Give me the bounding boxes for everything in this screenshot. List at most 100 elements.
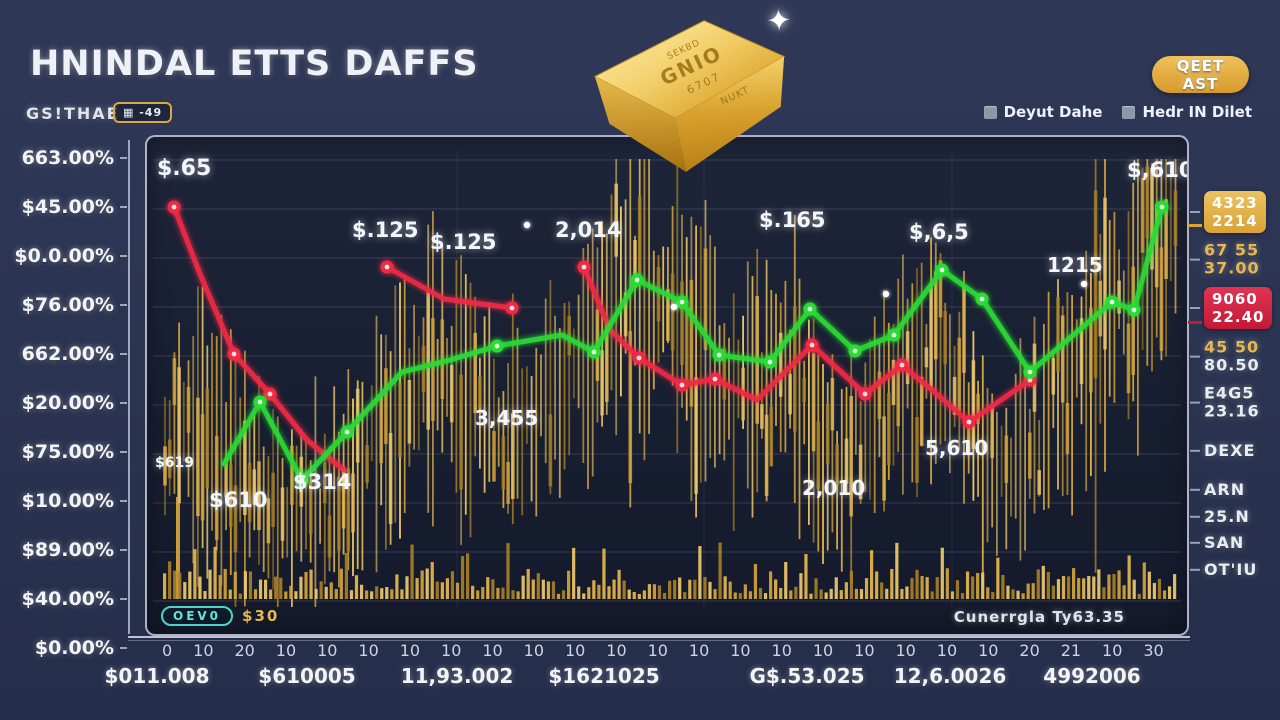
y-axis-tick [120,402,127,404]
price-rail-text: ARN [1204,479,1246,499]
x-axis-tick-label: 30 [1143,641,1164,660]
sparkle-icon [1080,280,1088,288]
volume-toggle-badge[interactable]: OEV0 $30 [161,606,279,626]
x-axis-tick-label: 10 [358,641,379,660]
chart-value-label: $.125 [352,218,418,242]
bottom-value-label: G$.53.025 [749,664,865,688]
x-axis-tick-label: 10 [854,641,875,660]
rail-tick [1190,515,1200,518]
y-axis-label: $76.00% [21,294,114,316]
price-rail-label: ARN [1190,479,1280,499]
page-title: HNINDAL ETTS DAFFS [30,44,479,84]
chart-value-label: $610 [209,488,267,512]
chart-value-label: 2,014 [555,218,621,242]
x-axis-tick-label: 10 [441,641,462,660]
price-rail-text: E4G5 [1204,383,1255,403]
price-tag-badge: 9060 22.40 [1187,287,1280,329]
timeframe-badge[interactable]: ▦ -49 [113,102,173,123]
y-axis-tick [120,255,127,257]
ticker-label: GS!THAE [26,104,120,123]
price-tag-gold: 4323 2214 [1188,191,1266,233]
x-axis-tick-label: 20 [1019,641,1040,660]
gold-bar-image: SEKBD GNIO 6707 NUKT ✦ [556,0,806,190]
price-rail-label: SAN [1190,532,1280,552]
legend-item-hedr-dilet[interactable]: Hedr IN Dilet [1122,103,1252,121]
x-axis-ticks: 0 10 20 10 10 10 10 10 10 10 10 10 10 10 10 10 10 10 10 10 1… [128,641,1190,660]
y-axis-label: $40.00% [21,588,114,610]
rail-tick [1190,259,1200,261]
price-rail-label: OT'IU [1190,559,1280,579]
price-rail-text: 80.50 [1204,356,1260,375]
bottom-value-label: 11,93.002 [400,664,514,688]
x-axis-tick-label: 10 [647,641,668,660]
price-rail: 4323 2214 67 55 37.00 9060 22.40 45 50 80.50 E4G… [1187,130,1280,600]
red-line [167,200,1037,473]
x-axis-tick-label: 0 [162,641,173,660]
y-axis-tick [120,206,127,208]
bottom-value-label: $610005 [258,664,356,688]
chart-value-label: $.65 [157,156,211,181]
y-axis-label: $75.00% [21,441,114,463]
x-axis-tick-label: 10 [730,641,751,660]
sparkle-icon [523,221,531,229]
y-axis-label: $45.00% [21,196,114,218]
x-axis-tick-label: 10 [936,641,958,660]
x-axis-line [128,636,1190,638]
chart-panel: $.65 $.125 $.125 2,014 $.165 $,6,5 1215 $,610 $6… [145,135,1189,636]
price-rail-text: SAN [1204,532,1245,552]
chart-value-label: $,6,5 [909,220,969,244]
legend: Deyut Dahe Hedr IN Dilet [983,103,1252,121]
legend-item-debut-date[interactable]: Deyut Dahe [983,103,1103,121]
rail-tick [1190,211,1200,213]
x-axis-line-shadow [128,640,1190,641]
price-rail-text: 25.N [1204,506,1250,526]
price-chart: $.65 $.125 $.125 2,014 $.165 $,6,5 1215 $,610 $6… [153,151,1187,607]
green-line [221,200,1169,487]
y-axis-tick [120,549,127,551]
rail-tick [1190,307,1200,309]
legend-label: Hedr IN Dilet [1142,103,1252,121]
bottom-value-label: 12,6.0026 [893,664,1007,688]
y-axis-line [128,140,130,634]
price-rail-label: DEXE [1190,441,1280,460]
bottom-value-label: $1621025 [548,664,660,688]
chart-value-label: 1215 [1047,253,1103,277]
price-rail-label: 67 55 37.00 [1190,240,1280,279]
x-axis-tick-label: 10 [564,641,586,660]
bottom-value-label: $011.008 [104,664,210,688]
y-axis-tick [120,157,127,159]
rail-tick [1190,449,1200,452]
chart-value-label: $619 [155,455,194,471]
chart-value-label: 5,610 [925,436,988,460]
price-tag-badge: 4323 2214 [1188,191,1280,233]
x-axis-tick-label: 10 [1102,641,1123,660]
x-axis-tick-label: 10 [895,641,916,660]
rail-tick [1190,488,1200,491]
price-rail-text: 23.16 [1204,402,1260,421]
price-rail-text: 67 55 [1204,240,1260,260]
price-rail-text: 45 50 [1204,337,1260,357]
price-rail-label: 25.N [1190,506,1280,526]
chart-value-label: 2,010 [802,476,865,500]
rail-tick [1190,568,1200,571]
rail-tick [1190,402,1200,404]
y-axis-label: $0.0.00% [14,245,114,267]
y-axis-tick [120,598,127,600]
volume-bars [163,497,1177,599]
x-axis-tick-label: 20 [234,641,255,660]
chart-value-label: $.125 [430,230,496,254]
x-axis-tick-label: 10 [275,641,297,660]
rail-tick [1190,356,1200,358]
bottom-value-label: 4992006 [1043,664,1141,688]
get-asset-button[interactable]: QEET AST [1152,56,1249,93]
legend-label: Deyut Dahe [1003,103,1103,121]
oevo-value: $30 [242,607,280,625]
price-rail-text: OT'IU [1204,559,1258,579]
x-axis-tick-label: 10 [193,641,214,660]
x-axis-tick-label: 10 [399,641,421,660]
y-axis-label: $89.00% [21,539,114,561]
x-axis-tick-label: 21 [1060,641,1082,660]
price-rail-text: 37.00 [1204,259,1260,278]
x-axis-tick-label: 10 [812,641,834,660]
sparkle-icon [670,303,678,311]
